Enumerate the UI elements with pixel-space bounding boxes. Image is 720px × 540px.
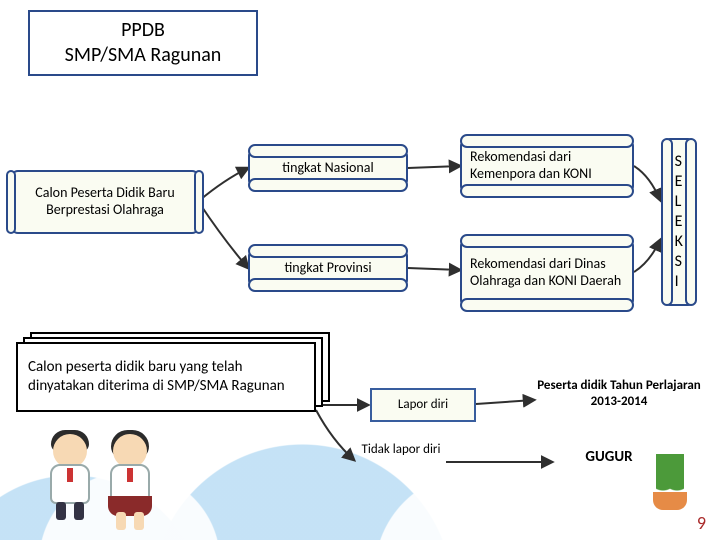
node-tingkat-provinsi: tingkat Provinsi — [248, 248, 408, 288]
node-tidak-lapor-text: Tidak lapor diri — [362, 442, 441, 457]
slide-title-text: PPDB SMP/SMA Ragunan — [44, 18, 242, 68]
node-peserta-tahun-text: Peserta didik Tahun Perlajaran 2013-2014 — [537, 378, 701, 409]
node-diterima-text: Calon peserta didik baru yang telah diny… — [28, 358, 304, 396]
node-rekom-provinsi-text: Rekomendasi dari Dinas Olahraga dan KONI… — [470, 256, 624, 290]
node-seleksi-letters: SELEKSI — [675, 152, 684, 292]
node-gugur: GUGUR — [554, 448, 664, 466]
node-tingkat-nasional: tingkat Nasional — [248, 148, 408, 188]
node-calon: Calon Peserta Didik Baru Berprestasi Ola… — [10, 170, 200, 234]
page-number: 9 — [697, 512, 706, 534]
node-rekom-nasional: Rekomendasi dari Kemenpora dan KONI — [460, 138, 634, 194]
node-seleksi: SELEKSI — [664, 138, 694, 306]
node-lapor-diri: Lapor diri — [370, 388, 476, 422]
node-gugur-text: GUGUR — [585, 448, 632, 466]
node-tingkat-nasional-text: tingkat Nasional — [282, 160, 373, 177]
node-tidak-lapor: Tidak lapor diri — [356, 442, 446, 458]
node-tingkat-provinsi-text: tingkat Provinsi — [284, 260, 371, 277]
node-calon-text: Calon Peserta Didik Baru Berprestasi Ola… — [20, 185, 190, 219]
slide-title: PPDB SMP/SMA Ragunan — [28, 10, 258, 76]
node-lapor-diri-text: Lapor diri — [398, 397, 448, 413]
node-rekom-nasional-text: Rekomendasi dari Kemenpora dan KONI — [470, 149, 624, 183]
node-peserta-tahun: Peserta didik Tahun Perlajaran 2013-2014 — [536, 378, 702, 409]
node-rekom-provinsi: Rekomendasi dari Dinas Olahraga dan KONI… — [460, 238, 634, 308]
node-diterima: Calon peserta didik baru yang telah diny… — [16, 342, 316, 412]
